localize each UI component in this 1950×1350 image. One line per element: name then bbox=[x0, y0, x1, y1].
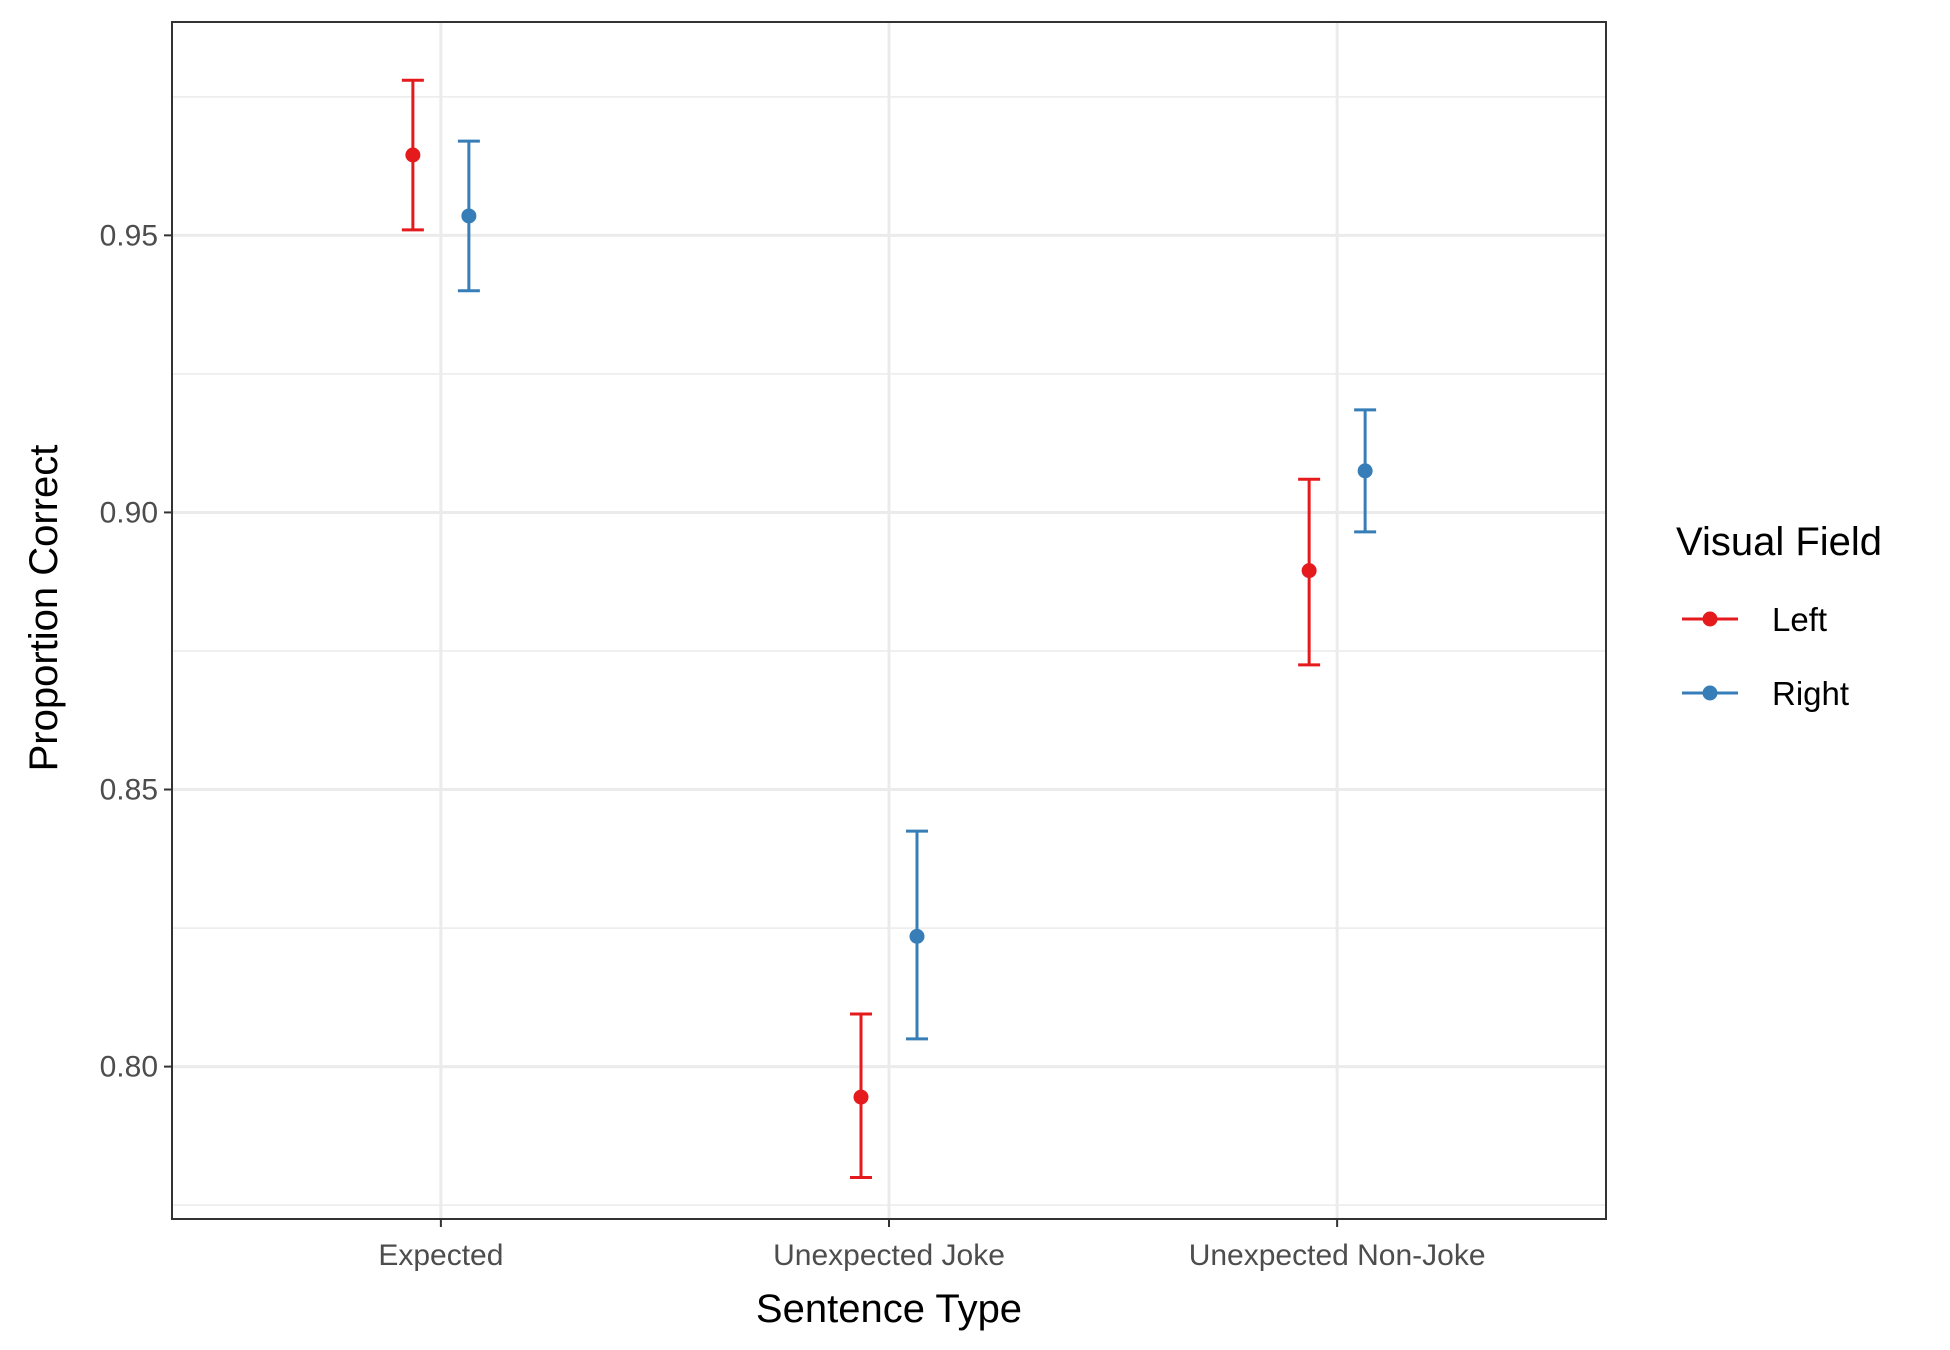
axes: 0.80 0.85 0.90 0.95 Expected Unexpected Joke U… bbox=[100, 219, 1486, 1272]
legend: Visual Field Left Right bbox=[1676, 520, 1882, 712]
point-left bbox=[405, 147, 421, 163]
point-left bbox=[853, 1089, 869, 1105]
legend-label-left: Left bbox=[1772, 601, 1827, 638]
y-tick-label: 0.85 bbox=[100, 774, 158, 807]
point-right bbox=[461, 208, 477, 224]
legend-title: Visual Field bbox=[1676, 520, 1882, 564]
y-tick-label: 0.90 bbox=[100, 496, 158, 529]
point-right bbox=[1357, 463, 1373, 479]
y-tick-label: 0.95 bbox=[100, 219, 158, 252]
legend-key-point-right bbox=[1702, 685, 1718, 701]
y-tick-label: 0.80 bbox=[100, 1051, 158, 1084]
x-tick-label: Unexpected Non-Joke bbox=[1189, 1239, 1486, 1272]
point-right bbox=[909, 928, 925, 944]
point-left bbox=[1301, 563, 1317, 579]
legend-key-point-left bbox=[1702, 611, 1718, 627]
x-tick-label: Expected bbox=[378, 1239, 503, 1272]
y-axis-title: Proportion Correct bbox=[22, 445, 66, 772]
x-tick-label: Unexpected Joke bbox=[773, 1239, 1005, 1272]
major-gridlines bbox=[172, 22, 1606, 1219]
data-marks bbox=[401, 78, 1377, 1179]
legend-label-right: Right bbox=[1772, 675, 1849, 712]
x-axis-title: Sentence Type bbox=[756, 1287, 1022, 1331]
